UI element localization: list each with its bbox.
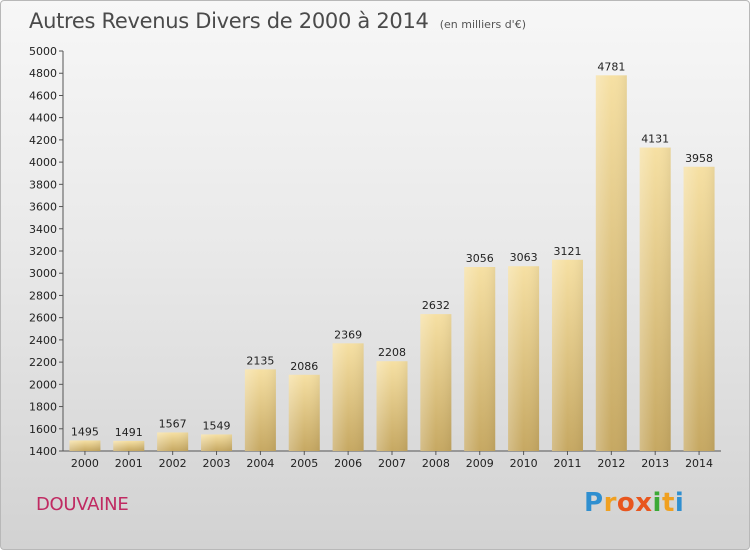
y-tick-label: 1800 bbox=[29, 401, 57, 414]
y-tick-label: 4000 bbox=[29, 156, 57, 169]
logo-letter: t bbox=[661, 488, 675, 518]
value-label-2013: 4131 bbox=[641, 133, 669, 146]
value-label-2004: 2135 bbox=[246, 354, 274, 367]
chart-title-block: Autres Revenus Divers de 2000 à 2014 (en… bbox=[29, 9, 526, 33]
bars bbox=[69, 75, 715, 452]
x-tick-label: 2002 bbox=[159, 457, 187, 470]
y-tick-label: 4400 bbox=[29, 112, 57, 125]
y-tick-label: 2000 bbox=[29, 378, 57, 391]
bar-shade-2002 bbox=[157, 432, 189, 451]
bar-shade-2011 bbox=[551, 259, 583, 451]
value-label-2005: 2086 bbox=[290, 360, 318, 373]
logo-letter: r bbox=[603, 488, 617, 518]
bar-shade-2004 bbox=[244, 369, 276, 451]
logo-letter: i bbox=[674, 488, 685, 518]
x-tick-label: 2001 bbox=[115, 457, 143, 470]
bar-shade-2007 bbox=[376, 361, 408, 451]
x-tick-label: 2009 bbox=[466, 457, 494, 470]
x-tick-label: 2004 bbox=[246, 457, 274, 470]
x-tick-label: 2007 bbox=[378, 457, 406, 470]
bar-shade-2000 bbox=[69, 440, 101, 451]
y-tick-label: 2400 bbox=[29, 334, 57, 347]
x-tick-label: 2005 bbox=[290, 457, 318, 470]
value-label-2003: 1549 bbox=[203, 419, 231, 432]
bar-shade-2008 bbox=[420, 314, 452, 451]
value-label-2007: 2208 bbox=[378, 346, 406, 359]
value-label-2012: 4781 bbox=[597, 60, 625, 73]
y-tick-label: 3200 bbox=[29, 245, 57, 258]
bar-shade-2013 bbox=[639, 147, 671, 452]
y-tick-label: 3600 bbox=[29, 201, 57, 214]
bar-shade-2010 bbox=[508, 266, 540, 451]
y-tick-label: 3000 bbox=[29, 267, 57, 280]
logo-letter: o bbox=[616, 488, 636, 518]
x-tick-label: 2013 bbox=[641, 457, 669, 470]
value-label-2000: 1495 bbox=[71, 425, 99, 438]
value-label-2014: 3958 bbox=[685, 152, 713, 165]
bar-shade-2014 bbox=[683, 166, 715, 451]
x-tick-label: 2006 bbox=[334, 457, 362, 470]
bar-shade-2006 bbox=[332, 343, 364, 451]
y-tick-label: 4800 bbox=[29, 67, 57, 80]
axes: 1400 1600 1800 2000 2200 2400 2600 2800 3000 3200… bbox=[29, 45, 721, 470]
logo-letter: x bbox=[635, 488, 653, 518]
logo-letter: i bbox=[652, 488, 662, 518]
y-tick-label: 4200 bbox=[29, 134, 57, 147]
y-tick-label: 1600 bbox=[29, 423, 57, 436]
logo-letter: P bbox=[584, 488, 604, 518]
x-tick-label: 2014 bbox=[685, 457, 713, 470]
value-labels: 1495 1491 1567 1549 2135 2086 2369 2208 2632 3056… bbox=[71, 60, 713, 439]
y-tick-label: 3400 bbox=[29, 223, 57, 236]
value-label-2009: 3056 bbox=[466, 252, 494, 265]
y-tick-label: 5000 bbox=[29, 45, 57, 58]
chart-title: Autres Revenus Divers de 2000 à 2014 bbox=[29, 9, 429, 33]
y-tick-label: 4600 bbox=[29, 89, 57, 102]
chart-subtitle: (en milliers d'€) bbox=[439, 18, 526, 31]
y-tick-label: 2600 bbox=[29, 312, 57, 325]
bar-shade-2005 bbox=[288, 374, 320, 451]
y-tick-label: 3800 bbox=[29, 178, 57, 191]
bar-shade-2009 bbox=[464, 267, 496, 451]
y-tick-label: 2200 bbox=[29, 356, 57, 369]
value-label-2001: 1491 bbox=[115, 426, 143, 439]
y-tick-label: 1400 bbox=[29, 445, 57, 458]
commune-name: DOUVAINE bbox=[36, 494, 129, 515]
bar-shade-2003 bbox=[201, 434, 233, 451]
value-label-2006: 2369 bbox=[334, 328, 362, 341]
bar-shade-2012 bbox=[595, 75, 627, 451]
x-tick-label: 2000 bbox=[71, 457, 99, 470]
proxiti-logo: Proxiti bbox=[584, 488, 684, 518]
value-label-2010: 3063 bbox=[510, 251, 538, 264]
bar-shade-2001 bbox=[113, 440, 145, 451]
x-tick-label: 2012 bbox=[597, 457, 625, 470]
x-tick-label: 2010 bbox=[510, 457, 538, 470]
value-label-2011: 3121 bbox=[553, 245, 581, 258]
x-tick-label: 2011 bbox=[553, 457, 581, 470]
y-tick-label: 2800 bbox=[29, 289, 57, 302]
value-label-2008: 2632 bbox=[422, 299, 450, 312]
x-tick-label: 2003 bbox=[203, 457, 231, 470]
x-tick-label: 2008 bbox=[422, 457, 450, 470]
value-label-2002: 1567 bbox=[159, 417, 187, 430]
